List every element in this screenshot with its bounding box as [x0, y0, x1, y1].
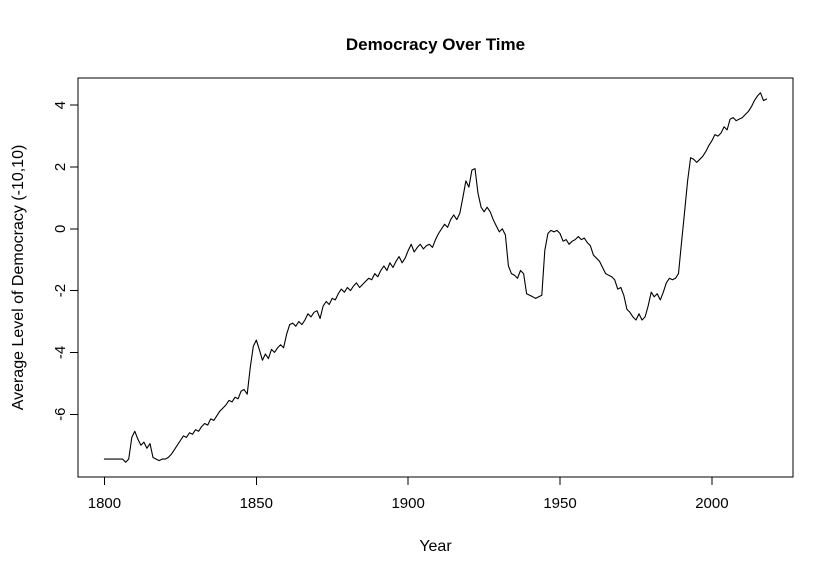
y-tick-label: -6: [52, 408, 69, 421]
chart-title: Democracy Over Time: [346, 35, 525, 54]
y-tick-label: 0: [52, 225, 69, 233]
plot-frame: [77, 77, 794, 478]
y-axis-ticks: 4 2 0 -2 -4 -6: [52, 101, 78, 421]
y-axis-title: Average Level of Democracy (-10,10): [10, 145, 27, 411]
y-tick-label: -4: [52, 346, 69, 359]
x-tick-label: 1850: [240, 495, 273, 512]
democracy-line-series: [103, 92, 768, 463]
y-tick-label: 2: [52, 163, 69, 171]
x-axis-title: Year: [419, 538, 452, 555]
y-tick-label: -2: [52, 284, 69, 297]
x-tick-label: 1800: [88, 495, 121, 512]
x-tick-label: 1950: [543, 495, 576, 512]
x-tick-label: 2000: [695, 495, 728, 512]
x-axis-ticks: 1800 1850 1900 1950 2000: [88, 477, 729, 512]
y-tick-label: 4: [52, 101, 69, 109]
x-tick-label: 1900: [391, 495, 424, 512]
